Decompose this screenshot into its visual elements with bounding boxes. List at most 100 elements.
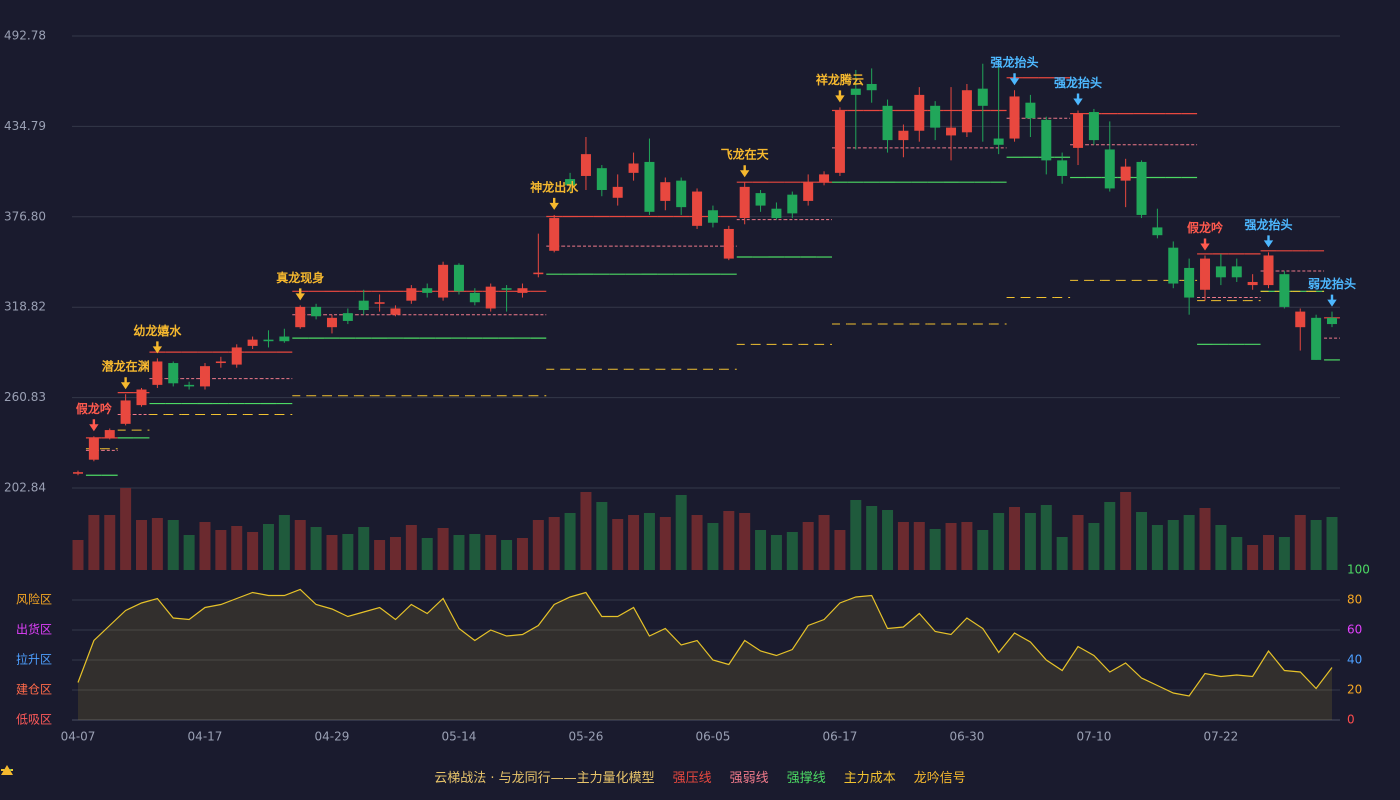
volume-bar xyxy=(1120,492,1132,570)
candle-body xyxy=(469,292,480,303)
volume-bar xyxy=(1088,523,1100,570)
candle-body xyxy=(152,361,163,385)
candle-body xyxy=(279,336,290,342)
signal-arrow xyxy=(89,419,99,432)
legend-label: 强压线 xyxy=(672,770,712,786)
legend-item: 主力成本 xyxy=(1,767,896,786)
volume-bar xyxy=(913,522,925,570)
candle-body xyxy=(358,300,369,311)
candle-body xyxy=(1120,166,1131,181)
signal-label: 强龙抬头 xyxy=(1054,75,1102,90)
candle-body xyxy=(1152,227,1163,236)
candle-body xyxy=(215,361,226,364)
candle-body xyxy=(755,193,766,206)
volume-bar xyxy=(120,488,132,570)
signal-label: 飞龙在天 xyxy=(721,147,770,162)
volume-bar xyxy=(897,522,909,570)
volume-bar xyxy=(485,535,497,570)
candle-body xyxy=(803,182,814,201)
volume-bar xyxy=(612,519,624,570)
osc-line xyxy=(77,588,1333,697)
volume-bar xyxy=(929,529,941,570)
legend-swatch xyxy=(1,765,13,775)
candle-body xyxy=(311,306,322,317)
volume-bar xyxy=(834,530,846,570)
volume-bar xyxy=(786,532,798,570)
candle-body xyxy=(882,105,893,141)
volume-bar xyxy=(850,500,862,570)
zone-label: 风险区 xyxy=(16,592,52,607)
candle-body xyxy=(438,264,449,298)
osc-tick-label: 0 xyxy=(1347,713,1355,727)
volume-bar xyxy=(1278,537,1290,570)
signal-arrow xyxy=(152,341,163,354)
candle-body xyxy=(993,138,1004,145)
candle-body xyxy=(1104,149,1115,189)
volume-bar xyxy=(945,523,957,570)
volume-bar xyxy=(1231,537,1243,570)
volume-bar xyxy=(580,492,592,570)
candle-body xyxy=(199,366,210,387)
candle-body xyxy=(1215,266,1226,278)
candle-body xyxy=(184,384,195,387)
volume-bar xyxy=(993,513,1005,570)
signal-label: 强龙抬头 xyxy=(991,55,1039,70)
signal-label: 真龙现身 xyxy=(276,270,324,285)
volume-bar xyxy=(374,540,386,570)
volume-bar xyxy=(659,517,671,570)
osc-area xyxy=(78,589,1332,720)
signal-label: 潜龙在渊 xyxy=(102,359,150,374)
candle-body xyxy=(771,208,782,219)
volume-bar xyxy=(818,515,830,570)
volume-bar xyxy=(326,535,338,570)
legend-label: 主力成本 xyxy=(843,770,896,786)
zone-label: 出货区 xyxy=(16,622,52,637)
candle-body xyxy=(660,182,671,201)
osc-tick-label: 100 xyxy=(1347,563,1370,577)
y-tick-label: 434.79 xyxy=(4,119,46,133)
volume-bar xyxy=(643,513,655,570)
volume-bar xyxy=(755,530,767,570)
candle-body xyxy=(1247,281,1258,286)
volume-bar xyxy=(135,520,147,570)
candle-body xyxy=(485,286,496,309)
legend-item: 强撑线 xyxy=(1,767,826,786)
candle-body xyxy=(580,154,591,176)
x-tick-label: 04-07 xyxy=(61,730,96,744)
candle-body xyxy=(453,264,464,292)
x-tick-label: 05-14 xyxy=(442,730,477,744)
candle-body xyxy=(1136,161,1147,215)
y-tick-label: 376.80 xyxy=(4,209,46,223)
signal-arrow xyxy=(549,197,559,210)
volume-bar xyxy=(675,495,687,570)
candle-body xyxy=(946,127,957,136)
volume-bar xyxy=(199,522,211,570)
y-tick-label: 492.78 xyxy=(4,29,46,43)
candle-body xyxy=(549,218,560,251)
candle-body xyxy=(977,88,988,106)
signal-label: 祥龙腾云 xyxy=(816,72,864,87)
candle-body xyxy=(1231,266,1242,278)
candle-body xyxy=(1057,160,1068,176)
y-tick-label: 318.82 xyxy=(4,300,46,314)
signal-arrow xyxy=(1200,238,1210,251)
candle-body xyxy=(295,306,306,328)
candle-body xyxy=(422,288,433,293)
candle-body xyxy=(1295,311,1306,328)
osc-tick-label: 60 xyxy=(1347,623,1362,637)
x-tick-label: 06-05 xyxy=(695,730,730,744)
signal-label: 神龙出水 xyxy=(530,179,579,194)
volume-bar xyxy=(262,524,274,570)
signal-arrow xyxy=(1327,294,1337,307)
legend-label: 龙吟信号 xyxy=(913,770,966,786)
candle-body xyxy=(1311,317,1322,360)
candle-body xyxy=(501,288,512,290)
volume-bar xyxy=(770,535,782,570)
x-tick-label: 06-30 xyxy=(949,730,984,744)
candle-body xyxy=(136,389,147,406)
candle-body xyxy=(1088,112,1099,141)
candle-body xyxy=(406,288,417,301)
candle-body xyxy=(1041,119,1052,161)
signal-label: 假龙吟 xyxy=(76,401,112,416)
